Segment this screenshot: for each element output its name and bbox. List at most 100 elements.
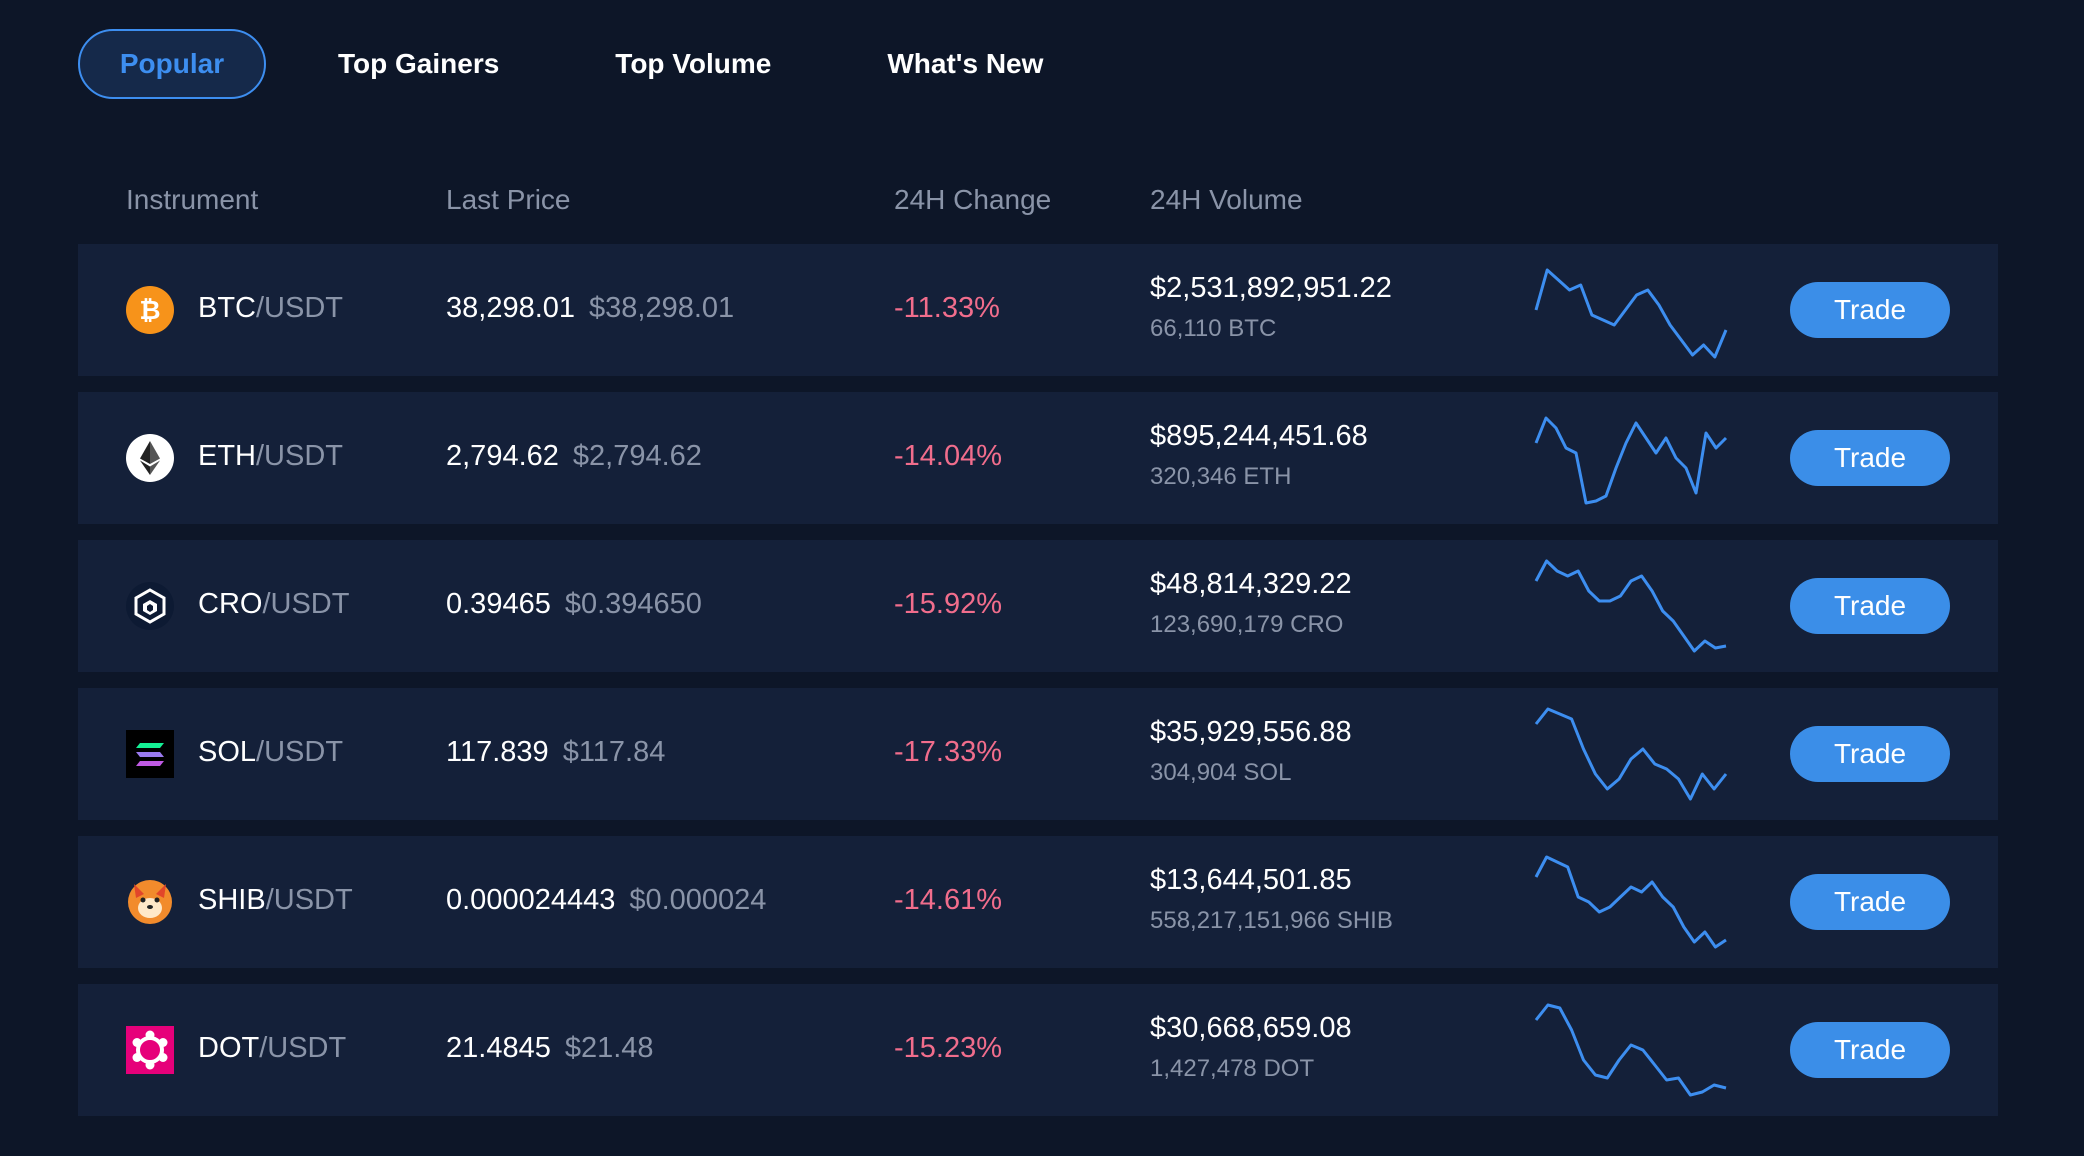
pair-quote: /USDT	[259, 1032, 347, 1064]
volume-base: 66,110 BTC	[1150, 315, 1277, 342]
last-price-value: 2,794.62	[446, 440, 559, 472]
last-price: 2,794.62 $2,794.62	[446, 440, 702, 473]
trade-button[interactable]: Trade	[1790, 874, 1950, 930]
volume-base: 1,427,478 DOT	[1150, 1055, 1315, 1082]
last-price-usd: $38,298.01	[589, 292, 735, 324]
trade-button[interactable]: Trade	[1790, 430, 1950, 486]
volume-24h: $30,668,659.08 1,427,478 DOT	[1150, 1012, 1352, 1083]
change-24h: -15.92%	[894, 588, 1003, 620]
market-tabs: Popular Top Gainers Top Volume What's Ne…	[78, 28, 1043, 100]
pair-base: SHIB	[198, 884, 266, 916]
last-price-usd: $2,794.62	[572, 440, 702, 472]
volume-24h: $35,929,556.88 304,904 SOL	[1150, 716, 1352, 787]
instrument-pair[interactable]: DOT/USDT	[198, 1032, 346, 1065]
trade-button[interactable]: Trade	[1790, 726, 1950, 782]
last-price: 38,298.01 $38,298.01	[446, 292, 734, 325]
pair-base: DOT	[198, 1032, 260, 1064]
last-price-usd: $0.394650	[564, 588, 702, 620]
sparkline-chart	[1534, 559, 1727, 653]
instrument-pair[interactable]: BTC/USDT	[198, 292, 343, 325]
table-header: Instrument Last Price 24H Change 24H Vol…	[0, 184, 2084, 224]
volume-base: 123,690,179 CRO	[1150, 611, 1344, 638]
instrument-pair[interactable]: CRO/USDT	[198, 588, 349, 621]
pair-quote: /USDT	[256, 292, 343, 324]
table-row[interactable]: DOT/USDT 21.4845 $21.48 -15.23% $30,668,659.…	[78, 984, 1998, 1116]
volume-usd: $13,644,501.85	[1150, 864, 1352, 896]
sparkline-series	[1534, 559, 1727, 653]
volume-base: 320,346 ETH	[1150, 463, 1292, 490]
trade-button[interactable]: Trade	[1790, 282, 1950, 338]
volume-usd: $2,531,892,951.22	[1150, 272, 1392, 304]
pair-base: CRO	[198, 588, 263, 620]
trade-button[interactable]: Trade	[1790, 1022, 1950, 1078]
change-24h: -17.33%	[894, 736, 1003, 768]
svg-text:₿: ₿	[139, 296, 160, 326]
volume-24h: $13,644,501.85 558,217,151,966 SHIB	[1150, 864, 1393, 935]
table-row[interactable]: CRO/USDT 0.39465 $0.394650 -15.92% $48,814,3…	[78, 540, 1998, 672]
last-price: 117.839 $117.84	[446, 736, 665, 769]
shib-icon	[126, 878, 174, 926]
table-row[interactable]: SOL/USDT 117.839 $117.84 -17.33% $35,929,556…	[78, 688, 1998, 820]
volume-usd: $30,668,659.08	[1150, 1012, 1352, 1044]
cro-icon	[126, 582, 174, 630]
sparkline-series	[1534, 1003, 1727, 1097]
sol-icon	[126, 730, 174, 778]
table-row[interactable]: SHIB/USDT 0.000024443 $0.000024 -14.61% $13,…	[78, 836, 1998, 968]
last-price-usd: $0.000024	[629, 884, 767, 916]
volume-24h: $2,531,892,951.22 66,110 BTC	[1150, 272, 1392, 343]
volume-24h: $895,244,451.68 320,346 ETH	[1150, 420, 1368, 491]
sparkline-chart	[1534, 268, 1728, 359]
volume-usd: $35,929,556.88	[1150, 716, 1352, 748]
sparkline-chart	[1534, 855, 1727, 949]
tab-top-volume[interactable]: Top Volume	[615, 48, 772, 79]
header-24h-volume: 24H Volume	[1150, 184, 1303, 215]
volume-24h: $48,814,329.22 123,690,179 CRO	[1150, 568, 1352, 639]
table-row[interactable]: ETH/USDT 2,794.62 $2,794.62 -14.04% $895,244…	[78, 392, 1998, 524]
table-row[interactable]: ₿ BTC/USDT 38,298.01 $38,298.01 -11.33% $2,53…	[78, 244, 1998, 376]
sparkline-chart	[1534, 416, 1728, 505]
sparkline-chart	[1534, 707, 1728, 801]
change-24h: -14.61%	[894, 884, 1003, 916]
header-instrument: Instrument	[126, 184, 259, 215]
instrument-pair[interactable]: SHIB/USDT	[198, 884, 353, 917]
dot-icon	[126, 1026, 174, 1074]
sparkline-series	[1534, 416, 1728, 505]
instrument-pair[interactable]: SOL/USDT	[198, 736, 343, 769]
btc-icon: ₿	[126, 286, 174, 334]
last-price-value: 117.839	[446, 736, 549, 768]
volume-usd: $48,814,329.22	[1150, 568, 1352, 600]
pair-base: ETH	[198, 440, 256, 472]
change-24h: -11.33%	[894, 292, 1000, 324]
last-price-value: 0.000024443	[446, 884, 616, 916]
instrument-pair[interactable]: ETH/USDT	[198, 440, 343, 473]
trade-button[interactable]: Trade	[1790, 578, 1950, 634]
last-price: 0.000024443 $0.000024	[446, 884, 766, 917]
tab-top-gainers[interactable]: Top Gainers	[338, 48, 500, 79]
volume-base: 558,217,151,966 SHIB	[1150, 907, 1393, 934]
sparkline-chart	[1534, 1003, 1727, 1097]
pair-base: SOL	[198, 736, 257, 768]
last-price: 0.39465 $0.394650	[446, 588, 702, 621]
last-price-value: 21.4845	[446, 1032, 551, 1064]
sparkline-series	[1534, 268, 1728, 359]
last-price-value: 38,298.01	[446, 292, 576, 324]
change-24h: -14.04%	[894, 440, 1003, 472]
header-24h-change: 24H Change	[894, 184, 1052, 215]
pair-quote: /USDT	[256, 440, 343, 472]
last-price: 21.4845 $21.48	[446, 1032, 654, 1065]
change-24h: -15.23%	[894, 1032, 1003, 1064]
sparkline-series	[1534, 707, 1728, 801]
tab-whats-new[interactable]: What's New	[887, 48, 1044, 79]
pair-quote: /USDT	[262, 588, 350, 620]
volume-base: 304,904 SOL	[1150, 759, 1292, 786]
pair-base: BTC	[198, 292, 256, 324]
last-price-usd: $117.84	[562, 736, 666, 768]
tab-popular[interactable]: Popular	[78, 29, 266, 99]
pair-quote: /USDT	[265, 884, 353, 916]
header-last-price: Last Price	[446, 184, 571, 215]
last-price-value: 0.39465	[446, 588, 551, 620]
sparkline-series	[1534, 855, 1727, 949]
last-price-usd: $21.48	[564, 1032, 654, 1064]
eth-icon	[126, 434, 174, 482]
volume-usd: $895,244,451.68	[1150, 420, 1368, 452]
